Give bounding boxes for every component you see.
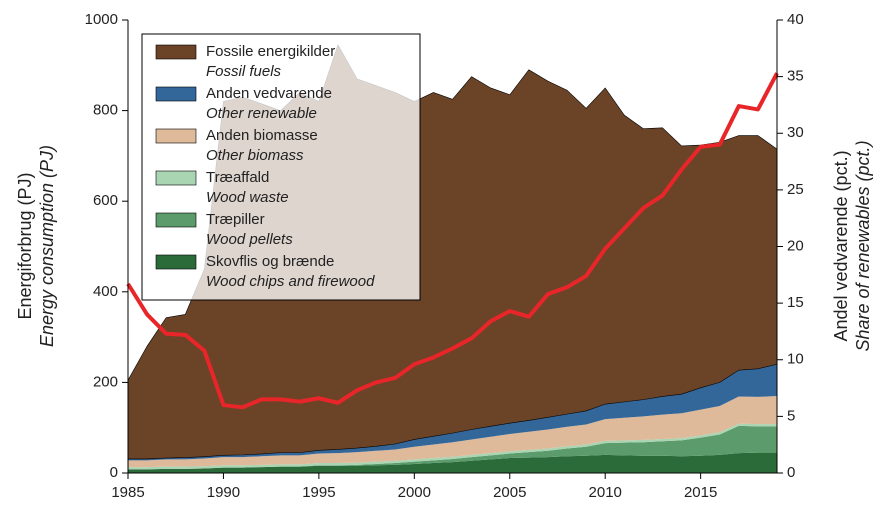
- y2-tick-label: 20: [787, 237, 804, 254]
- y-tick-label: 1000: [85, 11, 118, 28]
- legend-label: Anden biomasse: [206, 127, 318, 144]
- y-tick-label: 200: [93, 373, 118, 390]
- y2-tick-label: 25: [787, 181, 804, 198]
- y-tick-label: 0: [110, 464, 118, 481]
- y2-tick-label: 0: [787, 464, 795, 481]
- legend-swatch: [155, 44, 197, 60]
- y-tick-label: 600: [93, 192, 118, 209]
- y2-tick-label: 15: [787, 294, 804, 311]
- legend-swatch: [155, 170, 197, 186]
- legend-label-en: Other renewable: [206, 105, 317, 122]
- x-tick-label: 2010: [589, 484, 622, 501]
- y-tick-label: 800: [93, 102, 118, 119]
- area: [128, 395, 777, 468]
- y2-axis-label-en: Share of renewables (pct.): [853, 140, 873, 351]
- legend-label: Fossile energikilder: [206, 43, 335, 60]
- area: [128, 452, 777, 473]
- legend-swatch: [155, 128, 197, 144]
- x-tick-label: 1985: [111, 484, 144, 501]
- y2-tick-label: 10: [787, 351, 804, 368]
- share-line: [126, 72, 779, 410]
- legend-label-en: Other biomass: [206, 147, 304, 164]
- y2-tick-label: 30: [787, 124, 804, 141]
- y-axis-label: Energiforbrug (PJ): [15, 172, 35, 319]
- y-tick-label: 400: [93, 283, 118, 300]
- legend-label-en: Wood pellets: [206, 231, 293, 248]
- legend: Fossile energikilder Fossil fuels Anden ve…: [141, 33, 421, 301]
- x-tick-label: 2005: [493, 484, 526, 501]
- y2-tick-label: 5: [787, 407, 795, 424]
- legend-label: Træaffald: [206, 169, 269, 186]
- x-tick-label: 2015: [684, 484, 717, 501]
- legend-swatch: [155, 212, 197, 228]
- legend-label: Anden vedvarende: [206, 85, 332, 102]
- x-tick-label: 1995: [302, 484, 335, 501]
- legend-swatch: [155, 86, 197, 102]
- legend-label: Træpiller: [206, 211, 265, 228]
- legend-label-en: Wood waste: [206, 189, 289, 206]
- area: [128, 425, 777, 470]
- y-axis-label-en: Energy consumption (PJ): [37, 145, 57, 347]
- x-tick-label: 2000: [398, 484, 431, 501]
- x-tick-label: 1990: [207, 484, 240, 501]
- area: [128, 364, 777, 461]
- y2-tick-label: 40: [787, 11, 804, 28]
- legend-swatch: [155, 254, 197, 270]
- y2-axis-label: Andel vedvarende (pct.): [831, 150, 851, 341]
- y2-tick-label: 35: [787, 68, 804, 85]
- legend-label: Skovflis og brænde: [206, 253, 334, 270]
- legend-label-en: Fossil fuels: [206, 63, 282, 80]
- legend-label-en: Wood chips and firewood: [206, 273, 375, 290]
